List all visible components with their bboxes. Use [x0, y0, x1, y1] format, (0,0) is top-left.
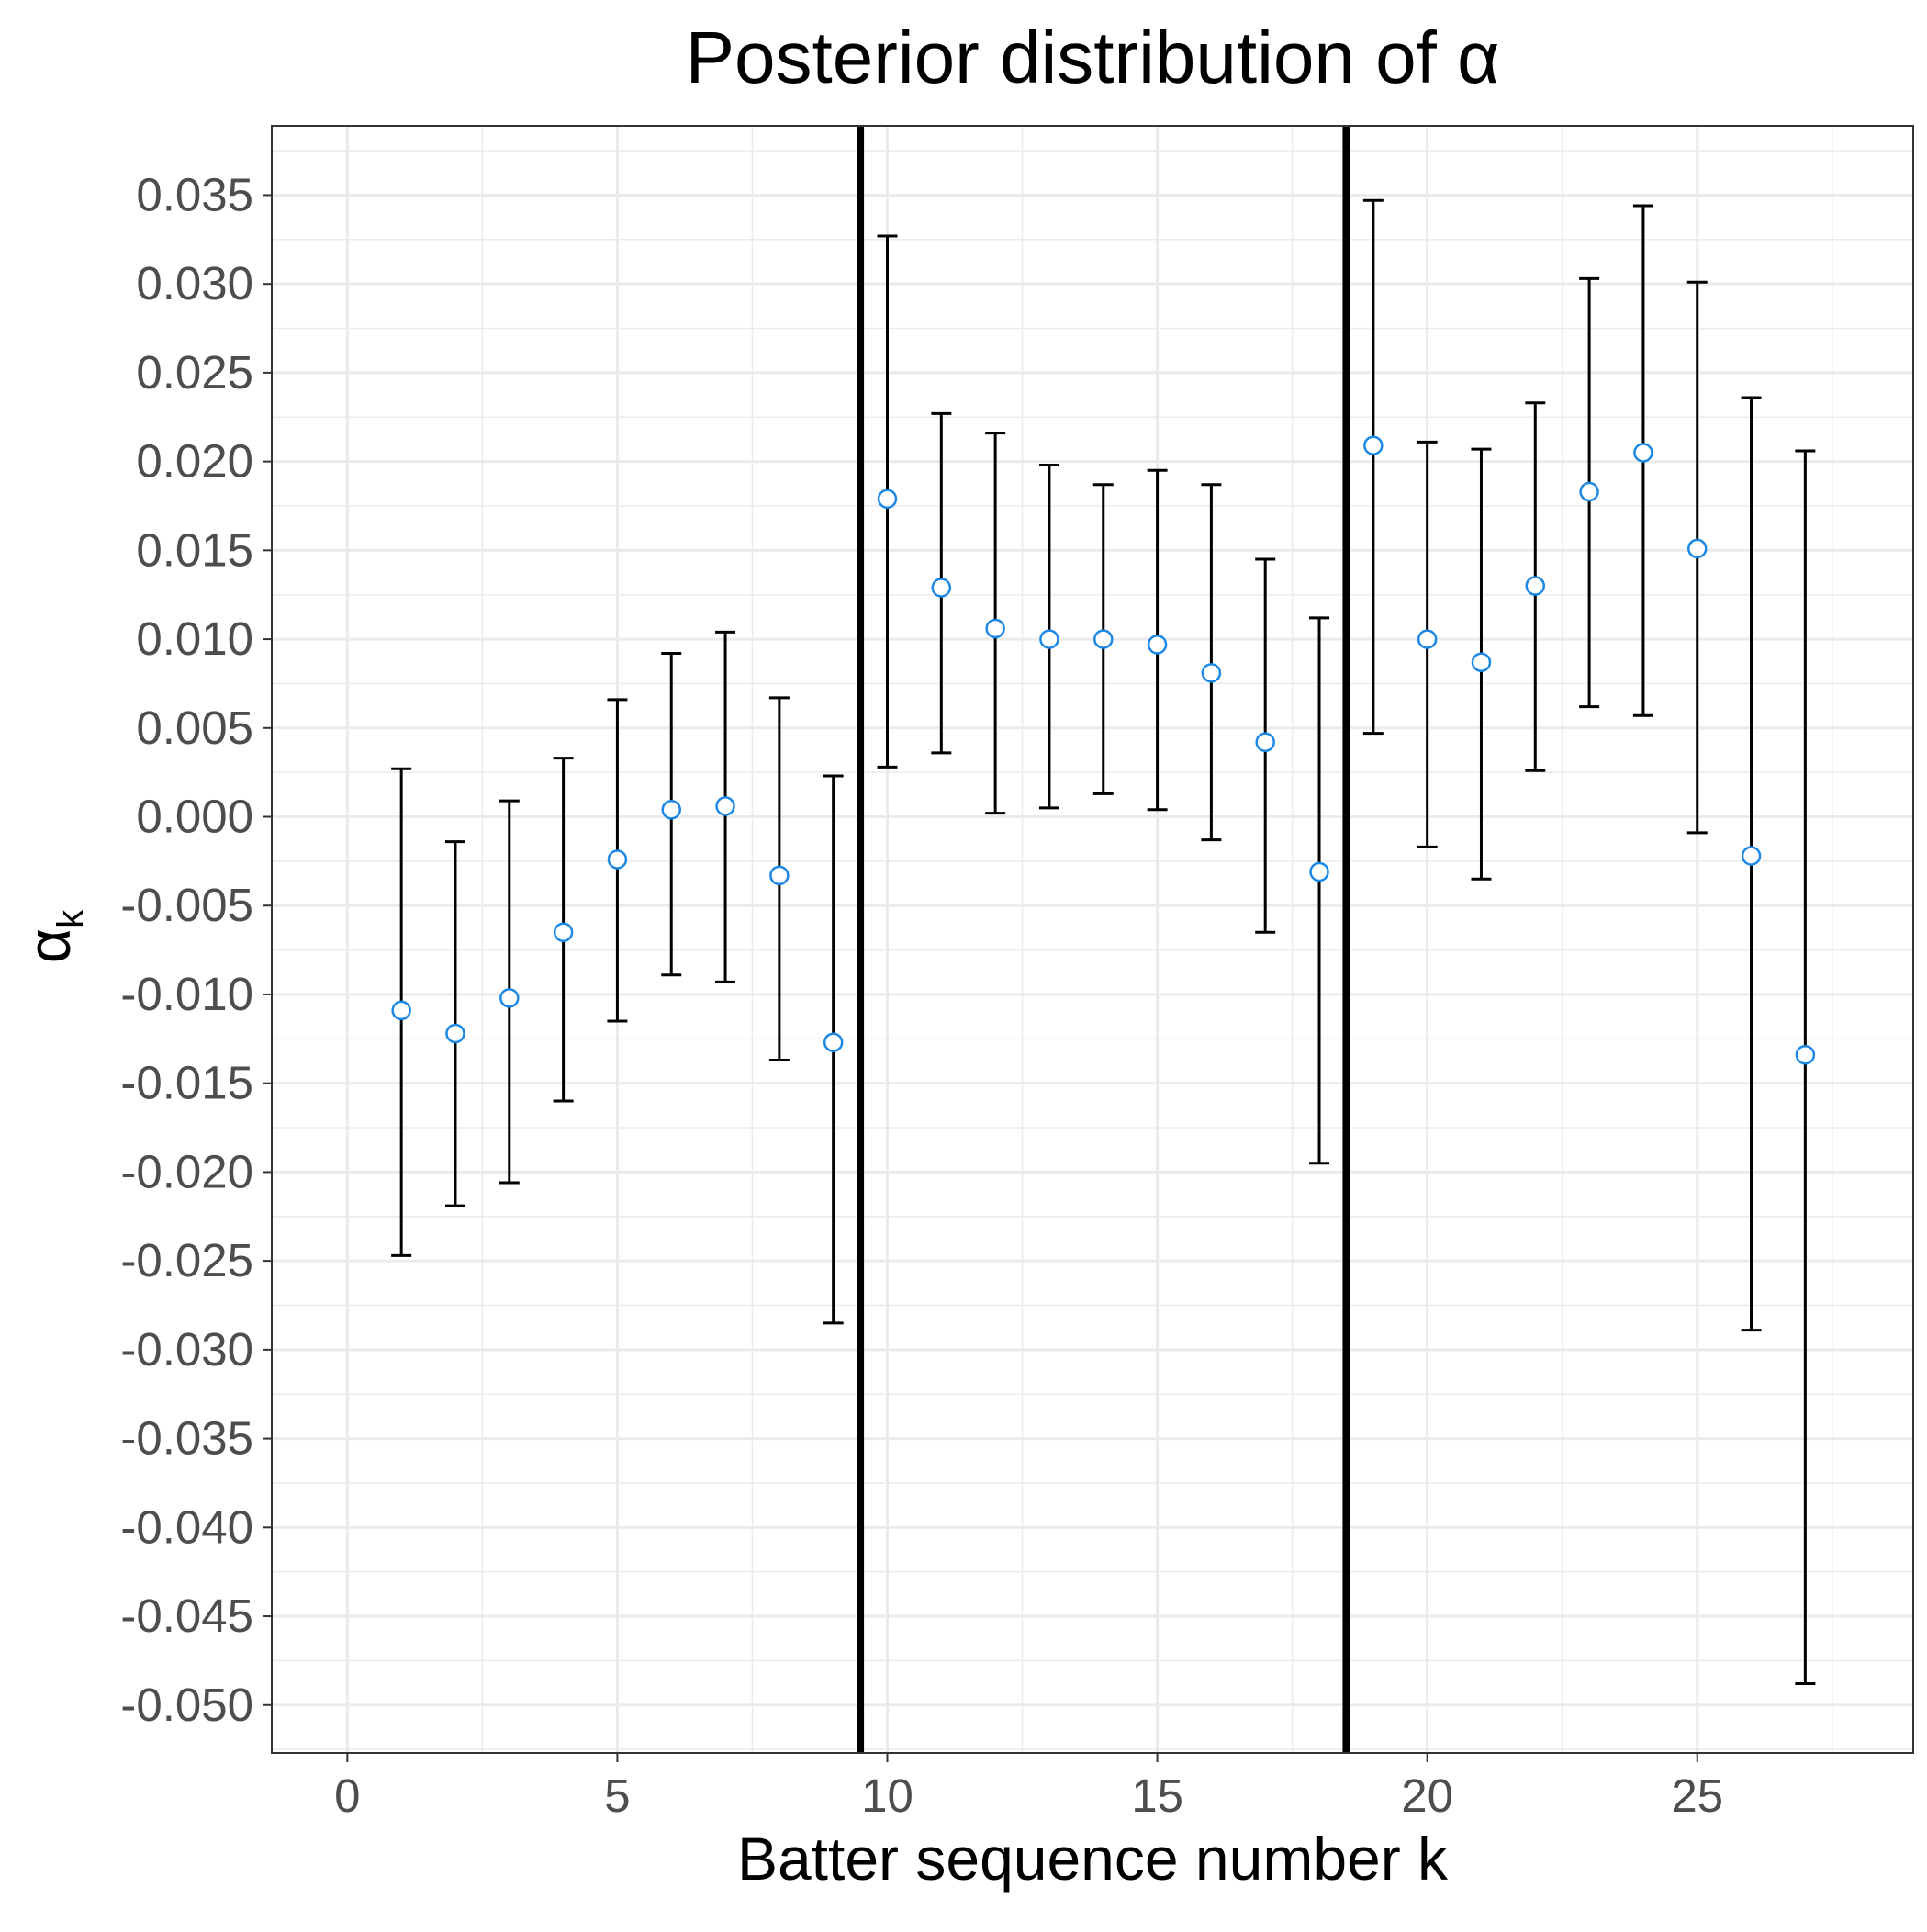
data-point	[1471, 652, 1492, 672]
y-tick-label: 0.000	[136, 791, 253, 843]
y-tick-label: -0.035	[120, 1412, 253, 1465]
y-axis: 0.035 0.030 0.025 0.020 0.015 0.010 0.005 0.000…	[120, 168, 272, 1731]
data-point	[1579, 481, 1599, 502]
grid-lines	[272, 126, 1913, 1753]
y-tick-label: 0.030	[136, 257, 253, 309]
x-tick-label: 0	[334, 1769, 360, 1822]
y-axis-title-subscript: k	[50, 909, 91, 928]
y-tick-label: -0.040	[120, 1500, 253, 1553]
y-tick-label: 0.025	[136, 346, 253, 399]
panel-border	[271, 125, 1914, 1754]
y-tick-label: -0.030	[120, 1323, 253, 1376]
data-point	[1201, 663, 1222, 683]
x-axis-title: Batter sequence number k	[737, 1825, 1449, 1893]
data-point	[877, 489, 898, 509]
data-point	[931, 578, 952, 598]
data-point	[1039, 629, 1059, 649]
data-point	[391, 1000, 411, 1021]
y-axis-title-text: αk	[15, 909, 91, 963]
data-point	[1309, 861, 1329, 882]
data-point	[823, 1032, 844, 1052]
data-point	[985, 618, 1005, 639]
y-tick-label: -0.050	[120, 1679, 253, 1731]
x-tick-label: 20	[1401, 1769, 1453, 1822]
y-tick-label: 0.005	[136, 702, 253, 754]
y-tick-label: -0.025	[120, 1234, 253, 1286]
data-point	[553, 922, 574, 943]
data-point	[1525, 576, 1546, 596]
data-point	[1363, 435, 1384, 455]
y-tick-label: -0.010	[120, 968, 253, 1020]
x-tick-label: 10	[861, 1769, 913, 1822]
data-point	[1633, 443, 1653, 463]
vertical-reference-lines	[857, 126, 1350, 1753]
y-tick-label: -0.045	[120, 1589, 253, 1642]
data-point	[445, 1023, 465, 1044]
y-tick-label: -0.020	[120, 1145, 253, 1197]
data-point	[1093, 629, 1114, 649]
y-tick-label: 0.015	[136, 523, 253, 576]
chart-title: Posterior distribution of α	[686, 17, 1500, 98]
x-tick-label: 25	[1671, 1769, 1723, 1822]
data-point	[1255, 732, 1275, 753]
data-point	[1795, 1044, 1816, 1065]
y-tick-label: 0.020	[136, 435, 253, 488]
data-point	[1417, 629, 1438, 649]
y-tick-label: -0.005	[120, 879, 253, 931]
data-point	[769, 865, 790, 886]
data-point	[1741, 846, 1762, 866]
data-points	[391, 435, 1816, 1065]
x-axis: 0 5 10 15 20 25	[334, 1753, 1723, 1822]
x-tick-label: 15	[1131, 1769, 1183, 1822]
data-point	[499, 988, 520, 1008]
data-point	[1147, 635, 1168, 655]
data-point	[661, 800, 681, 820]
data-point	[1686, 538, 1708, 559]
y-tick-label: -0.015	[120, 1057, 253, 1109]
data-point	[607, 849, 628, 870]
y-axis-title-symbol: α	[15, 928, 83, 963]
y-tick-label: 0.035	[136, 168, 253, 220]
y-tick-label: 0.010	[136, 612, 253, 665]
data-point	[715, 796, 735, 816]
y-axis-title: αk	[15, 909, 91, 963]
x-tick-label: 5	[604, 1769, 630, 1822]
